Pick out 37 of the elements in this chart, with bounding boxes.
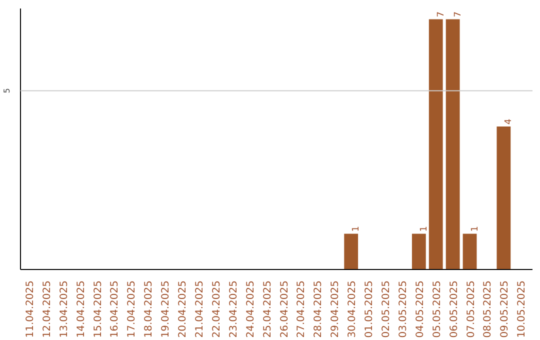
x-tick-label: 12.04.2025 [42,280,53,338]
x-tick-label: 30.04.2025 [347,280,358,338]
data-label: 4 [504,118,514,124]
x-tick-label: 04.05.2025 [414,280,426,338]
x-tick-label: 07.05.2025 [466,280,477,338]
x-tick-label: 19.04.2025 [160,280,172,338]
data-label: 7 [453,11,464,18]
x-tick-label: 15.04.2025 [92,280,104,338]
x-tick-label: 03.05.2025 [398,280,409,338]
x-tick-label: 22.04.2025 [211,280,222,338]
x-tick-label: 17.04.2025 [126,280,138,338]
x-tick-label: 24.04.2025 [245,280,256,338]
x-tick-label: 09.05.2025 [500,280,511,338]
x-tick-label: 14.04.2025 [76,280,87,338]
x-tick-label: 08.05.2025 [482,280,494,338]
x-tick-label: 16.04.2025 [110,280,121,338]
x-tick-label: 21.04.2025 [194,280,206,338]
x-tick-label: 20.04.2025 [178,280,189,338]
x-tick-label: 23.04.2025 [228,280,240,338]
data-label: 1 [470,226,480,232]
data-label: 1 [419,226,430,232]
x-tick-label: 26.04.2025 [279,280,290,338]
x-tick-label: 10.05.2025 [516,280,528,338]
x-tick-label: 27.04.2025 [296,280,308,338]
x-tick-label: 06.05.2025 [448,280,460,338]
data-label: 1 [352,226,362,232]
x-tick-label: 13.04.2025 [58,280,70,338]
x-tick-label: 25.04.2025 [262,280,274,338]
x-tick-label: 01.05.2025 [364,280,376,338]
data-label: 7 [436,11,446,18]
x-tick-label: 28.04.2025 [313,280,324,338]
x-tick-label: 29.04.2025 [330,280,342,338]
x-tick-label: 11.04.2025 [24,280,36,338]
x-tick-label: 02.05.2025 [381,280,392,338]
x-tick-label: 18.04.2025 [144,280,155,338]
x-tick-label: 05.05.2025 [432,280,443,338]
ref-line-label: 5 [2,88,12,94]
